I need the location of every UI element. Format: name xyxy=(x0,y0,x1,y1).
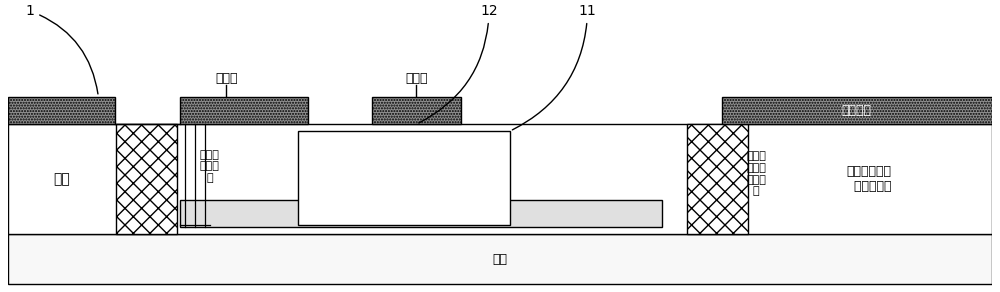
Bar xyxy=(116,124,177,234)
Text: 电极孔: 电极孔 xyxy=(215,72,238,85)
Text: 11: 11 xyxy=(512,4,597,130)
Bar xyxy=(180,97,308,124)
Bar xyxy=(180,200,662,227)
Bar xyxy=(687,124,748,234)
Bar xyxy=(298,131,510,225)
Bar xyxy=(372,97,461,124)
Text: N＋掺杂埋层: N＋掺杂埋层 xyxy=(398,207,445,220)
Bar xyxy=(8,97,115,124)
Bar xyxy=(8,234,992,284)
Text: 外延: 外延 xyxy=(54,172,70,186)
Bar xyxy=(722,97,992,124)
Text: 二氧化硅: 二氧化硅 xyxy=(841,104,871,117)
Text: 隔离扩
散，形
成隔离
岛: 隔离扩 散，形 成隔离 岛 xyxy=(746,152,766,196)
Text: 衬底: 衬底 xyxy=(493,253,508,266)
Bar xyxy=(8,124,992,234)
Text: 深磷掺
杂集电
区: 深磷掺 杂集电 区 xyxy=(200,150,220,183)
Text: 1: 1 xyxy=(25,4,98,94)
Text: 12: 12 xyxy=(419,4,498,123)
Text: 电极孔: 电极孔 xyxy=(405,72,428,85)
Text: 制作信号处理
  电路的器件: 制作信号处理 电路的器件 xyxy=(846,165,892,193)
